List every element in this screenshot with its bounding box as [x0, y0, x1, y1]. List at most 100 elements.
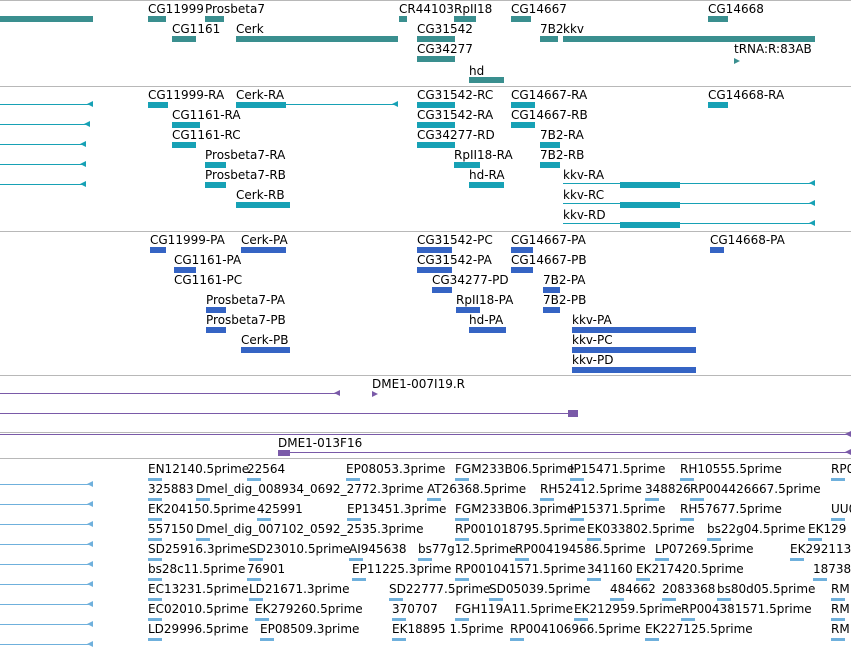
feature-label[interactable]: 7B2-RB	[540, 148, 585, 162]
feature-glyph[interactable]	[236, 202, 290, 208]
feature-label[interactable]: CG14668-PA	[710, 233, 785, 247]
feature-label[interactable]: CG31542-RA	[417, 108, 494, 122]
feature-glyph[interactable]	[469, 77, 504, 83]
feature-glyph[interactable]	[172, 122, 200, 128]
est-glyph[interactable]	[515, 558, 529, 561]
est-label[interactable]: RP004106966.5prime	[510, 622, 641, 636]
est-glyph[interactable]	[455, 538, 469, 541]
est-label[interactable]: 557150	[148, 522, 194, 536]
est-glyph[interactable]	[148, 478, 162, 481]
feature-label[interactable]: CG1161-RA	[172, 108, 241, 122]
feature-label[interactable]: CG11999	[148, 2, 204, 16]
feature-glyph[interactable]	[469, 182, 504, 188]
feature-glyph[interactable]	[417, 247, 452, 253]
est-label[interactable]: 325883	[148, 482, 194, 496]
feature-glyph[interactable]	[205, 182, 226, 188]
feature-label[interactable]: hd-RA	[469, 168, 505, 182]
est-glyph[interactable]	[148, 538, 162, 541]
est-label[interactable]: Dmel_dig_007102_0592_2535.3prime	[196, 522, 424, 536]
est-label[interactable]: bs28c11.5prime	[148, 562, 246, 576]
est-label[interactable]: FGM233B06.3prime	[455, 502, 575, 516]
est-glyph[interactable]	[148, 498, 162, 501]
feature-glyph[interactable]	[708, 16, 728, 22]
est-label[interactable]: RM	[831, 622, 850, 636]
est-glyph[interactable]	[662, 598, 676, 601]
feature-glyph[interactable]	[454, 16, 476, 22]
est-glyph[interactable]	[255, 618, 269, 621]
feature-label[interactable]: RpII18	[454, 2, 493, 16]
est-label[interactable]: RP001018795.5prime	[455, 522, 586, 536]
est-glyph[interactable]	[247, 578, 261, 581]
est-label[interactable]: EC02010.5prime	[148, 602, 249, 616]
est-label[interactable]: RP004426667.5prime	[690, 482, 821, 496]
feature-glyph[interactable]	[241, 347, 290, 353]
est-glyph[interactable]	[346, 478, 360, 481]
est-label[interactable]: 341160	[587, 562, 633, 576]
feature-glyph[interactable]	[241, 247, 286, 253]
est-label[interactable]: LD29996.5prime	[148, 622, 249, 636]
feature-label[interactable]: CG31542-PC	[417, 233, 493, 247]
est-glyph[interactable]	[717, 598, 731, 601]
feature-glyph[interactable]	[620, 182, 680, 188]
feature-glyph[interactable]	[417, 102, 455, 108]
est-glyph[interactable]	[489, 598, 503, 601]
est-label[interactable]: AT26368.5prime	[427, 482, 527, 496]
feature-label[interactable]: CG31542	[417, 22, 473, 36]
est-glyph[interactable]	[148, 618, 162, 621]
feature-label[interactable]: Prosbeta7-RB	[205, 168, 286, 182]
est-label[interactable]: SD23010.5prime	[249, 542, 351, 556]
feature-label[interactable]: Cerk-PB	[241, 333, 289, 347]
feature-label[interactable]: kkv-RA	[563, 168, 605, 182]
feature-label[interactable]: Prosbeta7-RA	[205, 148, 286, 162]
feature-glyph[interactable]	[417, 122, 455, 128]
est-glyph[interactable]	[831, 478, 845, 481]
est-glyph[interactable]	[610, 598, 624, 601]
feature-glyph[interactable]	[148, 16, 166, 22]
feature-label[interactable]: CG14667-PB	[511, 253, 587, 267]
est-label[interactable]: EP08509.3prime	[260, 622, 360, 636]
est-glyph[interactable]	[148, 558, 162, 561]
est-glyph[interactable]	[148, 578, 162, 581]
est-label[interactable]: EK217420.5prime	[636, 562, 744, 576]
feature-glyph[interactable]	[511, 102, 535, 108]
feature-label[interactable]: CG31542-RC	[417, 88, 494, 102]
feature-glyph[interactable]	[568, 410, 578, 417]
est-glyph[interactable]	[418, 558, 432, 561]
feature-glyph[interactable]	[432, 287, 452, 293]
feature-glyph[interactable]	[417, 56, 455, 62]
feature-label[interactable]: 7B2-PA	[543, 273, 586, 287]
feature-glyph[interactable]	[511, 247, 533, 253]
feature-label[interactable]: CG11999-PA	[150, 233, 225, 247]
est-glyph[interactable]	[680, 478, 694, 481]
feature-glyph[interactable]	[511, 16, 531, 22]
est-label[interactable]: IP15371.5prime	[570, 502, 666, 516]
feature-label[interactable]: Prosbeta7-PA	[206, 293, 285, 307]
feature-label[interactable]: 7B2-RA	[540, 128, 584, 142]
est-label[interactable]: RH57677.5prime	[680, 502, 782, 516]
est-label[interactable]: RM	[831, 602, 850, 616]
est-label[interactable]: EK18895 1.5prime	[392, 622, 504, 636]
est-glyph[interactable]	[455, 578, 469, 581]
est-glyph[interactable]	[570, 478, 584, 481]
est-label[interactable]: EC13231.5prime	[148, 582, 249, 596]
est-label[interactable]: RP004381571.5prime	[681, 602, 812, 616]
est-label[interactable]: SD05039.5prime	[489, 582, 591, 596]
est-label[interactable]: bs22g04.5prime	[707, 522, 806, 536]
est-glyph[interactable]	[587, 578, 601, 581]
est-label[interactable]: EK279260.5prime	[255, 602, 363, 616]
feature-glyph[interactable]	[511, 267, 533, 273]
est-label[interactable]: LP07269.5prime	[655, 542, 754, 556]
feature-label[interactable]: kkv-RC	[563, 188, 605, 202]
est-glyph[interactable]	[636, 578, 650, 581]
feature-label[interactable]: hd	[469, 64, 485, 78]
feature-glyph[interactable]	[620, 202, 680, 208]
feature-label[interactable]: CG14668-RA	[708, 88, 785, 102]
est-label[interactable]: FGH119A11.5prime	[455, 602, 574, 616]
est-label[interactable]: 22564	[247, 462, 286, 476]
feature-glyph[interactable]	[206, 327, 226, 333]
est-glyph[interactable]	[352, 578, 366, 581]
feature-glyph[interactable]	[710, 247, 724, 253]
est-label[interactable]: FGM233B06.5prime	[455, 462, 575, 476]
est-glyph[interactable]	[347, 518, 361, 521]
feature-label[interactable]: CG14667	[511, 2, 567, 16]
